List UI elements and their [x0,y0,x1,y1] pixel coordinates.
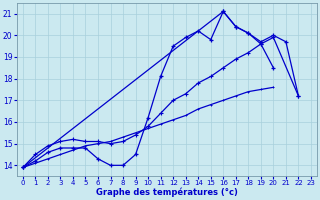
X-axis label: Graphe des températures (°c): Graphe des températures (°c) [96,188,238,197]
